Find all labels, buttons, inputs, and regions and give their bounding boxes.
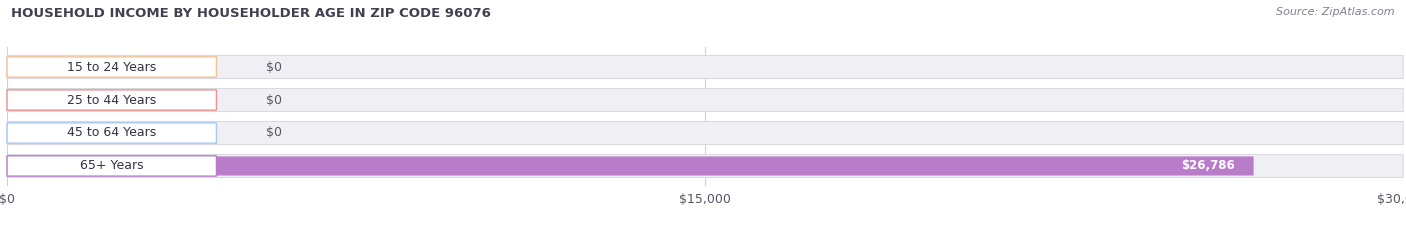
- Text: $0: $0: [266, 127, 283, 140]
- FancyBboxPatch shape: [7, 90, 217, 110]
- FancyBboxPatch shape: [7, 154, 1403, 178]
- Text: $26,786: $26,786: [1181, 159, 1234, 172]
- FancyBboxPatch shape: [17, 123, 132, 143]
- FancyBboxPatch shape: [17, 90, 132, 110]
- FancyBboxPatch shape: [17, 58, 132, 77]
- Text: 45 to 64 Years: 45 to 64 Years: [67, 127, 156, 140]
- Text: $0: $0: [266, 93, 283, 106]
- FancyBboxPatch shape: [7, 156, 1254, 175]
- Text: 25 to 44 Years: 25 to 44 Years: [67, 93, 156, 106]
- FancyBboxPatch shape: [7, 121, 1403, 144]
- Text: Source: ZipAtlas.com: Source: ZipAtlas.com: [1277, 7, 1395, 17]
- Text: 15 to 24 Years: 15 to 24 Years: [67, 61, 156, 74]
- Text: 65+ Years: 65+ Years: [80, 159, 143, 172]
- FancyBboxPatch shape: [7, 89, 1403, 112]
- Text: $0: $0: [266, 61, 283, 74]
- FancyBboxPatch shape: [7, 57, 217, 77]
- FancyBboxPatch shape: [7, 156, 217, 176]
- Text: HOUSEHOLD INCOME BY HOUSEHOLDER AGE IN ZIP CODE 96076: HOUSEHOLD INCOME BY HOUSEHOLDER AGE IN Z…: [11, 7, 491, 20]
- FancyBboxPatch shape: [7, 55, 1403, 79]
- FancyBboxPatch shape: [7, 123, 217, 143]
